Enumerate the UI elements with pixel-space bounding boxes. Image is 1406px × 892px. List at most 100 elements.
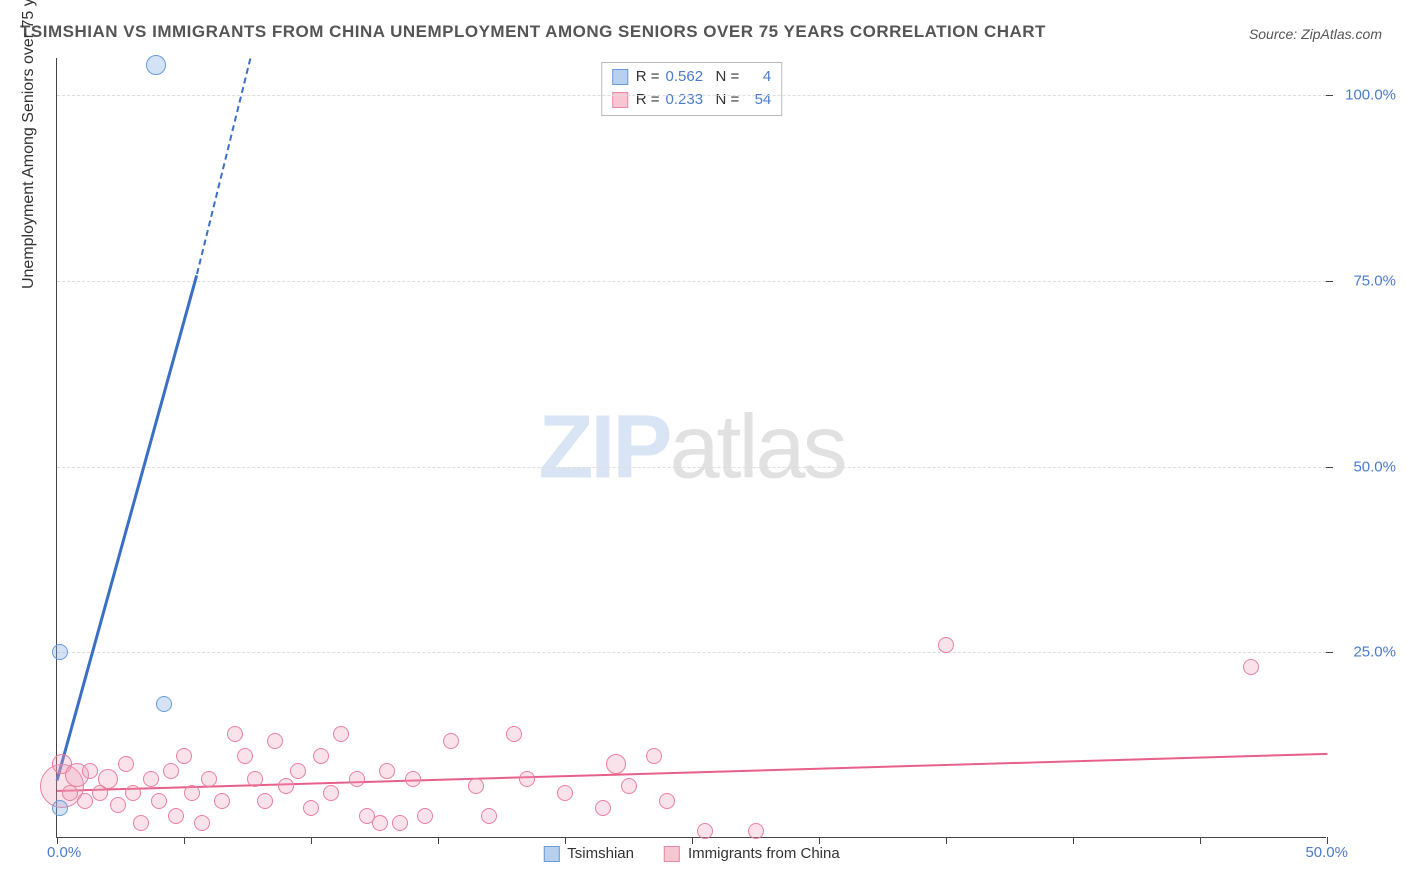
source-attribution: Source: ZipAtlas.com [1249, 26, 1382, 42]
stats-row: R =0.233N =54 [612, 89, 772, 112]
x-tick [311, 837, 312, 844]
y-tick [1326, 281, 1333, 282]
n-label: N = [716, 89, 740, 112]
pink-point [333, 726, 349, 742]
pink-point [257, 793, 273, 809]
pink-point [468, 778, 484, 794]
pink-point [168, 808, 184, 824]
pink-point [247, 771, 263, 787]
y-tick [1326, 467, 1333, 468]
legend-swatch [543, 846, 559, 862]
stats-row: R = 0.562 N =4 [612, 66, 772, 89]
pink-point [201, 771, 217, 787]
pink-point [214, 793, 230, 809]
pink-point [405, 771, 421, 787]
pink-point [659, 793, 675, 809]
trend-line [56, 275, 199, 781]
pink-point [417, 808, 433, 824]
gridline [57, 652, 1326, 653]
y-tick [1326, 95, 1333, 96]
pink-point [1243, 659, 1259, 675]
pink-point [519, 771, 535, 787]
pink-point [349, 771, 365, 787]
blue-point [52, 800, 68, 816]
pink-point [595, 800, 611, 816]
pink-point [227, 726, 243, 742]
pink-point [748, 823, 764, 839]
pink-point [194, 815, 210, 831]
x-tick [819, 837, 820, 844]
pink-point [646, 748, 662, 764]
y-tick-label: 100.0% [1345, 87, 1396, 104]
y-tick-label: 75.0% [1353, 272, 1396, 289]
blue-point [156, 696, 172, 712]
y-tick-label: 50.0% [1353, 458, 1396, 475]
watermark: ZIPatlas [538, 396, 844, 499]
pink-point [143, 771, 159, 787]
y-tick-label: 25.0% [1353, 644, 1396, 661]
pink-point [606, 754, 626, 774]
gridline [57, 95, 1326, 96]
pink-point [443, 733, 459, 749]
legend-swatch [612, 92, 628, 108]
watermark-zip: ZIP [538, 397, 669, 497]
n-label: N = [716, 66, 740, 89]
pink-point [163, 763, 179, 779]
x-tick [1073, 837, 1074, 844]
pink-point [125, 785, 141, 801]
pink-point [82, 763, 98, 779]
pink-point [278, 778, 294, 794]
pink-point [77, 793, 93, 809]
pink-point [506, 726, 522, 742]
pink-point [481, 808, 497, 824]
pink-point [110, 797, 126, 813]
pink-point [621, 778, 637, 794]
pink-point [118, 756, 134, 772]
pink-point [184, 785, 200, 801]
x-tick [1327, 837, 1328, 844]
plot-area: ZIPatlas R =0.562N =4R =0.233N =54 Tsims… [56, 58, 1326, 838]
legend-label: Immigrants from China [688, 845, 840, 862]
gridline [57, 281, 1326, 282]
pink-point [290, 763, 306, 779]
x-tick [57, 837, 58, 844]
series-legend: Tsimshian Immigrants from China [543, 845, 839, 862]
pink-point [372, 815, 388, 831]
blue-point [52, 644, 68, 660]
pink-point [176, 748, 192, 764]
pink-point [151, 793, 167, 809]
legend-item: Tsimshian [543, 845, 634, 862]
pink-point [133, 815, 149, 831]
legend-swatch [664, 846, 680, 862]
pink-point [313, 748, 329, 764]
pink-point [392, 815, 408, 831]
blue-point [146, 55, 166, 75]
gridline [57, 467, 1326, 468]
stats-legend: R =0.562N =4R =0.233N =54 [601, 62, 783, 116]
pink-point [98, 769, 118, 789]
x-tick [438, 837, 439, 844]
pink-point [557, 785, 573, 801]
n-value: 4 [745, 66, 771, 89]
pink-point [303, 800, 319, 816]
watermark-atlas: atlas [669, 397, 844, 497]
r-value: 0.562 [666, 66, 710, 89]
x-tick [1200, 837, 1201, 844]
x-tick [184, 837, 185, 844]
r-value: 0.233 [666, 89, 710, 112]
pink-point [938, 637, 954, 653]
pink-point [237, 748, 253, 764]
trend-line [196, 59, 251, 275]
r-label: R = [636, 66, 660, 89]
x-axis-max-label: 50.0% [1305, 844, 1348, 861]
r-label: R = [636, 89, 660, 112]
x-tick [565, 837, 566, 844]
x-tick [946, 837, 947, 844]
y-axis-title: Unemployment Among Seniors over 75 years [20, 0, 38, 289]
pink-point [267, 733, 283, 749]
legend-swatch [612, 69, 628, 85]
pink-point [323, 785, 339, 801]
chart-title: TSIMSHIAN VS IMMIGRANTS FROM CHINA UNEMP… [20, 22, 1046, 42]
pink-point [697, 823, 713, 839]
x-axis-min-label: 0.0% [47, 844, 81, 861]
